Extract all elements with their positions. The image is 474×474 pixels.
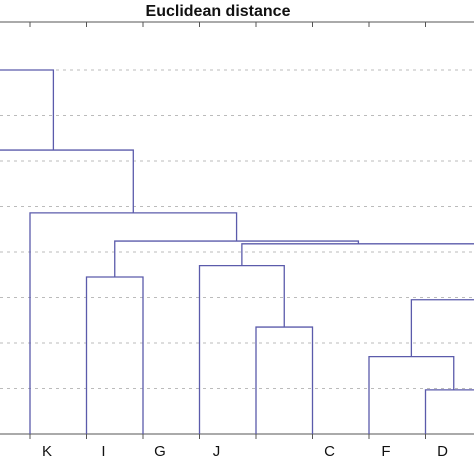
leaf-label: K [42,443,52,460]
link [410,299,474,357]
chart-title: Euclidean distance [146,3,291,20]
leaf-label: D [437,443,448,460]
dendrogram [0,69,474,434]
leaf-label: J [213,443,221,460]
grid [0,69,474,389]
leaf-label: G [154,443,166,460]
link [0,69,55,151]
leaf-label: I [101,443,105,460]
leaf-label: F [381,443,390,460]
leaf-label: C [324,443,335,460]
